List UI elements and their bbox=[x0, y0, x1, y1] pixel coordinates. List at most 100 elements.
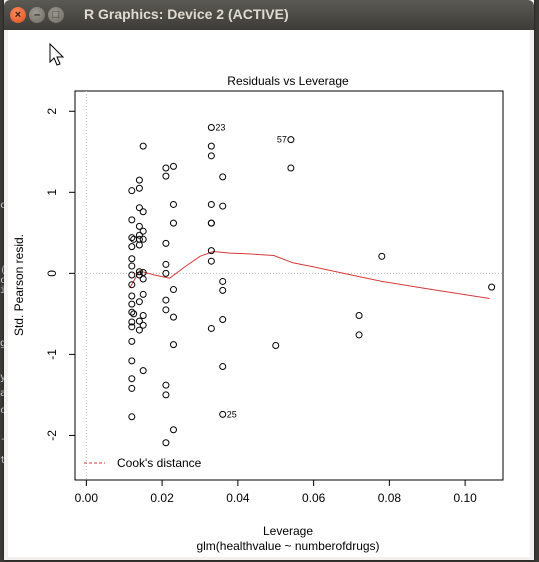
data-point bbox=[207, 152, 215, 160]
background-text: c bbox=[0, 275, 6, 286]
background-text: c bbox=[0, 405, 6, 416]
data-point bbox=[139, 235, 147, 243]
data-point bbox=[162, 391, 170, 399]
data-point bbox=[219, 202, 227, 210]
data-point bbox=[135, 184, 143, 192]
data-point bbox=[219, 410, 227, 418]
data-point bbox=[139, 311, 147, 319]
maximize-button[interactable]: □ bbox=[48, 7, 64, 23]
legend-label: Cook's distance bbox=[117, 456, 202, 470]
data-point bbox=[128, 318, 136, 326]
data-point bbox=[130, 235, 138, 243]
background-text: ( bbox=[0, 265, 6, 276]
data-point bbox=[219, 363, 227, 371]
data-point bbox=[139, 208, 147, 216]
data-point bbox=[272, 341, 280, 349]
data-point bbox=[135, 317, 143, 325]
data-point bbox=[287, 164, 295, 172]
data-point bbox=[135, 326, 143, 334]
data-point bbox=[169, 162, 177, 170]
data-point bbox=[130, 310, 138, 318]
data-point bbox=[162, 269, 170, 277]
x-tick-label: 0.10 bbox=[453, 491, 477, 505]
data-point bbox=[162, 164, 170, 172]
data-point bbox=[169, 200, 177, 208]
data-point bbox=[128, 413, 136, 421]
minimize-button[interactable]: – bbox=[29, 7, 45, 23]
background-text: t bbox=[0, 455, 6, 466]
window-title: R Graphics: Device 2 (ACTIVE) bbox=[84, 6, 289, 22]
data-point bbox=[169, 426, 177, 434]
data-point bbox=[162, 381, 170, 389]
background-text: a bbox=[0, 388, 6, 399]
close-button[interactable]: × bbox=[10, 7, 26, 23]
data-point bbox=[207, 219, 215, 227]
background-text: - bbox=[0, 434, 6, 445]
data-point bbox=[128, 255, 136, 263]
data-point bbox=[355, 311, 363, 319]
data-point bbox=[139, 275, 147, 283]
data-point bbox=[135, 231, 143, 239]
data-point bbox=[488, 283, 496, 291]
data-point bbox=[135, 204, 143, 212]
data-point bbox=[139, 227, 147, 235]
data-point bbox=[128, 357, 136, 365]
window-titlebar[interactable]: × – □ R Graphics: Device 2 (ACTIVE) bbox=[4, 0, 534, 30]
data-point bbox=[139, 367, 147, 375]
y-tick-label: 2 bbox=[45, 108, 59, 115]
data-point bbox=[128, 308, 136, 316]
data-point bbox=[128, 384, 136, 392]
data-point bbox=[219, 173, 227, 181]
data-point bbox=[139, 290, 147, 298]
mouse-cursor-icon bbox=[49, 42, 65, 66]
y-tick-label: -1 bbox=[45, 349, 59, 360]
data-point bbox=[128, 262, 136, 270]
x-tick-label: 0.06 bbox=[302, 491, 326, 505]
data-point bbox=[207, 123, 215, 131]
y-tick-label: 0 bbox=[45, 270, 59, 277]
y-axis-label: Std. Pearson resid. bbox=[12, 234, 26, 336]
data-point bbox=[135, 241, 143, 249]
data-point bbox=[219, 286, 227, 294]
point-label: 57 bbox=[277, 135, 287, 145]
y-tick-label: 1 bbox=[45, 189, 59, 196]
r-graphics-window: × – □ R Graphics: Device 2 (ACTIVE) Resi… bbox=[4, 0, 534, 560]
data-point bbox=[128, 281, 136, 289]
x-tick-label: 0.02 bbox=[150, 491, 174, 505]
data-point bbox=[219, 316, 227, 324]
data-point bbox=[135, 176, 143, 184]
x-tick-label: 0.04 bbox=[226, 491, 250, 505]
data-point bbox=[135, 298, 143, 306]
data-point bbox=[162, 172, 170, 180]
data-point bbox=[128, 375, 136, 383]
y-tick-label: -2 bbox=[45, 430, 59, 441]
background-text: c bbox=[0, 200, 6, 211]
data-point bbox=[128, 323, 136, 331]
background-text: g bbox=[0, 338, 6, 349]
data-point bbox=[207, 257, 215, 265]
plot-canvas: Residuals vs Leverage 0.00 0.02 0.04 0.06 0.… bbox=[8, 30, 530, 557]
data-point bbox=[128, 300, 136, 308]
data-point bbox=[287, 136, 295, 144]
loess-smooth-line bbox=[129, 250, 490, 299]
background-text: y bbox=[0, 372, 6, 383]
data-point bbox=[162, 260, 170, 268]
data-point bbox=[169, 219, 177, 227]
data-point bbox=[135, 268, 143, 276]
x-tick-label: 0.00 bbox=[75, 491, 99, 505]
data-point bbox=[128, 271, 136, 279]
data-point bbox=[128, 243, 136, 251]
data-point bbox=[128, 234, 136, 242]
plot-frame bbox=[74, 90, 504, 481]
data-point bbox=[162, 239, 170, 247]
point-label: 25 bbox=[227, 409, 237, 419]
data-point bbox=[128, 337, 136, 345]
x-tick-label: 0.08 bbox=[378, 491, 402, 505]
data-point bbox=[139, 142, 147, 150]
data-point bbox=[207, 247, 215, 255]
data-point bbox=[162, 306, 170, 314]
x-axis-sublabel: glm(healthvalue ~ numberofdrugs) bbox=[196, 539, 379, 553]
data-point bbox=[162, 439, 170, 447]
data-point bbox=[128, 216, 136, 224]
data-point bbox=[128, 292, 136, 300]
